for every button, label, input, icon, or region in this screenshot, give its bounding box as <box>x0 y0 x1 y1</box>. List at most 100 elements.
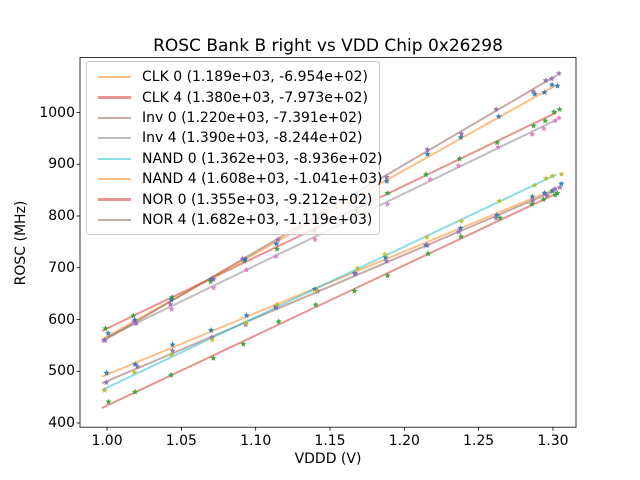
x-tick-label: 1.15 <box>314 433 346 449</box>
data-point <box>529 197 536 204</box>
legend-line-swatch <box>98 157 131 160</box>
data-point <box>132 388 139 395</box>
axes-spines <box>79 57 577 428</box>
data-point <box>458 233 464 240</box>
data-point <box>424 146 431 153</box>
data-point <box>548 75 555 82</box>
legend-line-swatch <box>98 137 131 140</box>
legend-line-swatch <box>98 178 131 181</box>
data-point <box>549 81 555 88</box>
x-tick-label: 1.25 <box>463 433 495 449</box>
data-point <box>558 180 565 187</box>
data-point <box>384 272 391 279</box>
data-point <box>542 175 549 182</box>
legend-item: Inv 0 (1.220e+03, -7.391e+02) <box>95 108 371 128</box>
x-tick-label: 1.00 <box>91 433 123 449</box>
data-point <box>210 355 217 361</box>
legend-line-swatch <box>98 96 131 99</box>
data-point <box>540 125 547 132</box>
data-point <box>101 337 108 343</box>
data-point <box>169 341 176 348</box>
legend-item-label: Inv 4 (1.390e+03, -8.244e+02) <box>142 130 363 147</box>
data-point <box>209 336 216 343</box>
data-point <box>105 398 112 405</box>
data-point <box>272 253 279 259</box>
data-point <box>424 150 431 157</box>
data-point <box>558 171 565 177</box>
y-tick-label: 1000 <box>39 104 75 121</box>
data-point <box>424 242 431 248</box>
legend-item: NAND 0 (1.362e+03, -8.936e+02) <box>95 149 382 169</box>
data-point <box>543 192 550 199</box>
data-point <box>311 236 318 243</box>
data-point <box>103 369 110 376</box>
data-point <box>384 190 391 196</box>
data-point <box>313 287 320 294</box>
data-point <box>529 193 536 200</box>
legend-item-label: NOR 4 (1.682e+03, -1.119e+03) <box>142 211 373 228</box>
legend-item-label: NAND 4 (1.608e+03, -1.041e+03) <box>142 171 383 188</box>
data-point <box>423 171 430 178</box>
data-point <box>130 312 137 319</box>
data-point <box>134 363 141 370</box>
data-point <box>497 214 504 221</box>
data-point <box>352 270 359 277</box>
data-point <box>383 174 390 180</box>
data-point <box>495 143 502 150</box>
data-point <box>555 70 562 77</box>
data-point <box>168 306 175 312</box>
data-point <box>274 236 281 243</box>
data-point <box>105 330 112 336</box>
x-tick-label: 1.20 <box>388 433 420 449</box>
legend-item-label: CLK 0 (1.189e+03, -6.954e+02) <box>142 69 368 86</box>
data-point <box>550 108 557 115</box>
data-point <box>273 240 280 247</box>
data-point <box>354 265 361 271</box>
data-point <box>493 212 500 218</box>
data-point <box>210 284 217 291</box>
data-point <box>239 255 246 262</box>
data-point <box>549 172 556 179</box>
data-point <box>168 371 175 378</box>
data-point <box>531 182 538 188</box>
fit-line <box>101 189 557 385</box>
data-point <box>207 278 214 285</box>
data-point <box>274 301 281 308</box>
data-point <box>243 312 250 318</box>
data-point <box>541 189 548 196</box>
legend-item: NOR 0 (1.355e+03, -9.212e+02) <box>95 189 373 209</box>
data-point <box>103 379 110 386</box>
data-point <box>552 191 559 198</box>
data-point <box>382 254 389 261</box>
legend-item-label: Inv 0 (1.220e+03, -7.391e+02) <box>142 109 363 126</box>
data-point <box>458 218 465 224</box>
data-point <box>552 117 559 124</box>
data-point <box>208 327 215 333</box>
data-point <box>210 276 217 282</box>
data-point <box>493 214 499 221</box>
data-point <box>131 369 138 375</box>
data-point <box>493 106 500 112</box>
data-point <box>458 130 465 137</box>
data-point <box>102 325 109 332</box>
legend-line-swatch <box>98 198 131 201</box>
legend: CLK 0 (1.189e+03, -6.954e+02) CLK 4 (1.3… <box>86 61 383 236</box>
legend-item-label: NOR 0 (1.355e+03, -9.212e+02) <box>142 191 373 208</box>
legend-item: CLK 0 (1.189e+03, -6.954e+02) <box>95 67 371 87</box>
data-point <box>101 387 108 393</box>
y-tick-label: 900 <box>48 156 75 173</box>
data-point <box>540 196 547 203</box>
data-point <box>168 351 175 358</box>
legend-item-label: NAND 0 (1.362e+03, -8.936e+02) <box>142 150 383 167</box>
legend-item: Inv 4 (1.390e+03, -8.244e+02) <box>95 128 371 148</box>
data-point <box>383 258 390 264</box>
legend-item: CLK 4 (1.380e+03, -7.973e+02) <box>95 87 371 107</box>
data-point <box>381 251 388 258</box>
data-point <box>133 320 140 326</box>
y-tick-label: 400 <box>48 415 75 431</box>
data-point <box>167 301 174 307</box>
chart-title: ROSC Bank B right vs VDD Chip 0x26298 <box>153 36 503 56</box>
data-point <box>457 134 464 140</box>
data-point <box>530 88 537 95</box>
